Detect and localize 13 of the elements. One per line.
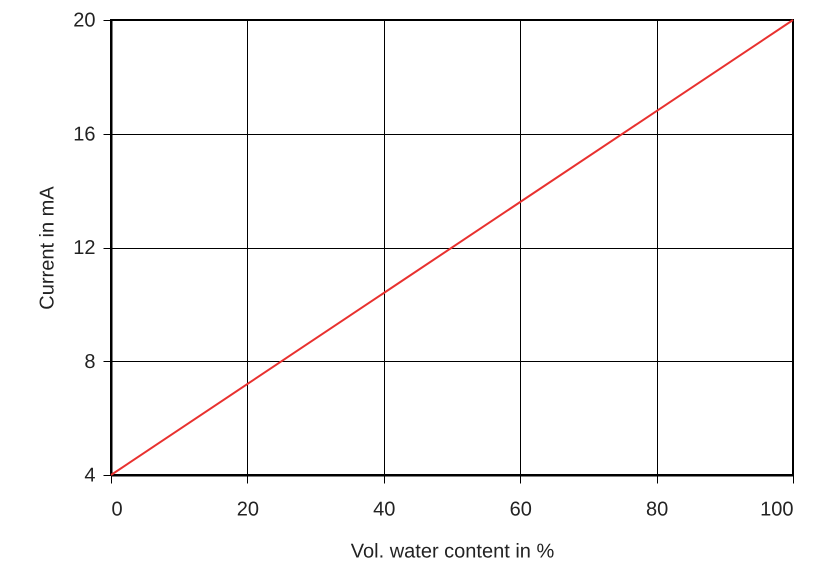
x-tick-label: 60: [510, 498, 532, 520]
y-axis-title: Current in mA: [36, 186, 58, 310]
y-tick-label: 12: [73, 237, 96, 259]
x-tick-label: 40: [373, 498, 396, 520]
x-axis-title: Vol. water content in %: [350, 540, 554, 562]
y-tick-label: 8: [84, 350, 96, 373]
y-tick-label: 16: [73, 123, 96, 146]
x-tick-label: 80: [646, 498, 668, 520]
x-tick-label: 20: [236, 498, 260, 520]
y-tick-label: 20: [73, 10, 96, 32]
y-tick-label: 4: [84, 464, 96, 486]
x-tick-label: 0: [112, 498, 123, 520]
x-tick-label: 100: [760, 498, 794, 520]
